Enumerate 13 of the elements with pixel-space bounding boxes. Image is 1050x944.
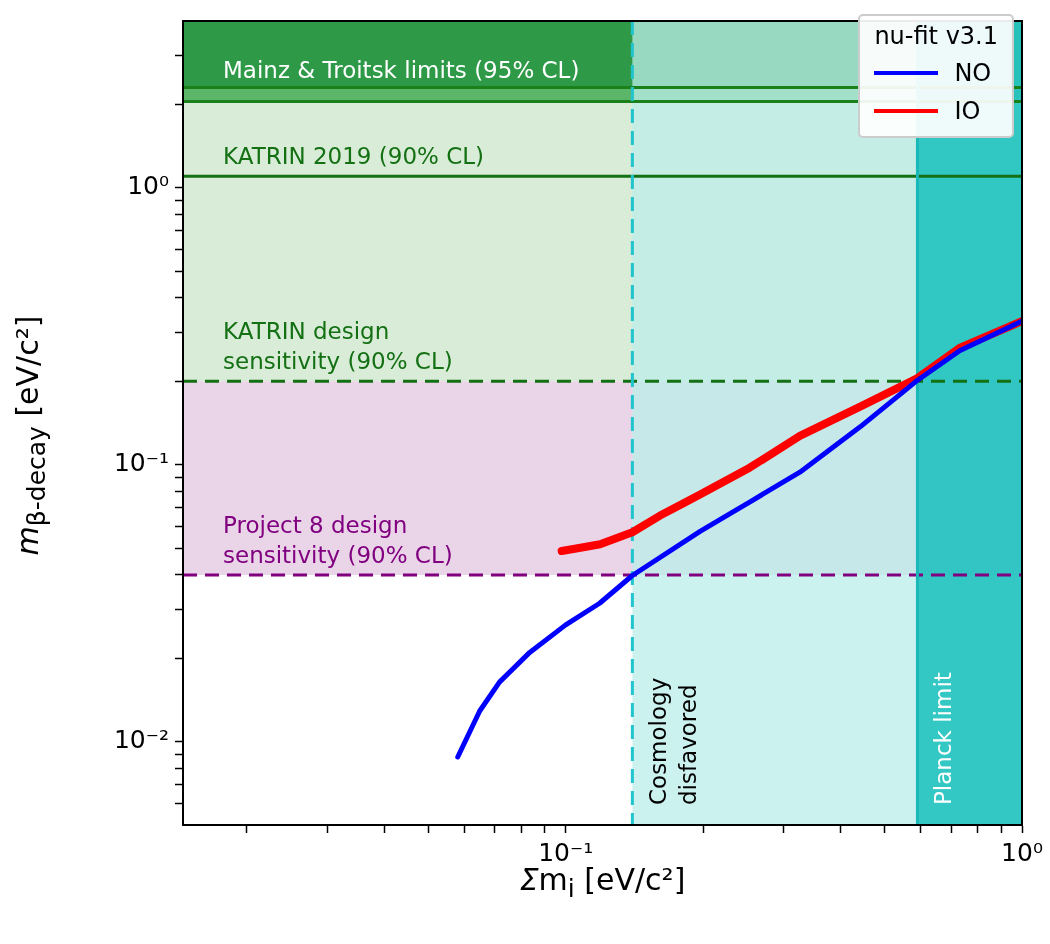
y-tick-label: 10⁻² [113,725,169,755]
y-tick-label: 10⁻¹ [113,448,169,478]
ref-line-label: Project 8 design sensitivity (90% CL) [223,511,453,568]
band-label: Cosmology disfavored [645,677,702,805]
y-tick-label: 10⁰ [127,171,169,201]
x-axis-title: Σm$_{i}$ [eV/c²] [519,862,686,903]
ref-line-label: KATRIN design sensitivity (90% CL) [223,318,453,375]
band-label: Mainz & Troitsk limits (95% CL) [223,56,580,83]
legend-title: nu-fit v3.1 [874,22,998,50]
legend-label: NO [954,59,992,87]
legend-label: IO [954,97,981,125]
ref-line-label: KATRIN 2019 (90% CL) [223,143,485,170]
band-label: Planck limit [930,672,957,805]
